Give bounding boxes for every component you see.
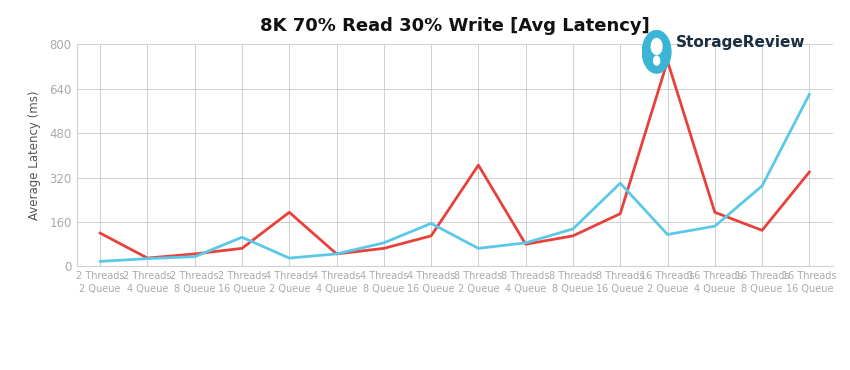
Circle shape xyxy=(654,56,660,65)
Circle shape xyxy=(643,30,671,73)
Y-axis label: Average Latency (ms): Average Latency (ms) xyxy=(28,91,41,220)
Title: 8K 70% Read 30% Write [Avg Latency]: 8K 70% Read 30% Write [Avg Latency] xyxy=(260,17,649,34)
Circle shape xyxy=(651,38,662,54)
Text: StorageReview: StorageReview xyxy=(676,35,805,50)
